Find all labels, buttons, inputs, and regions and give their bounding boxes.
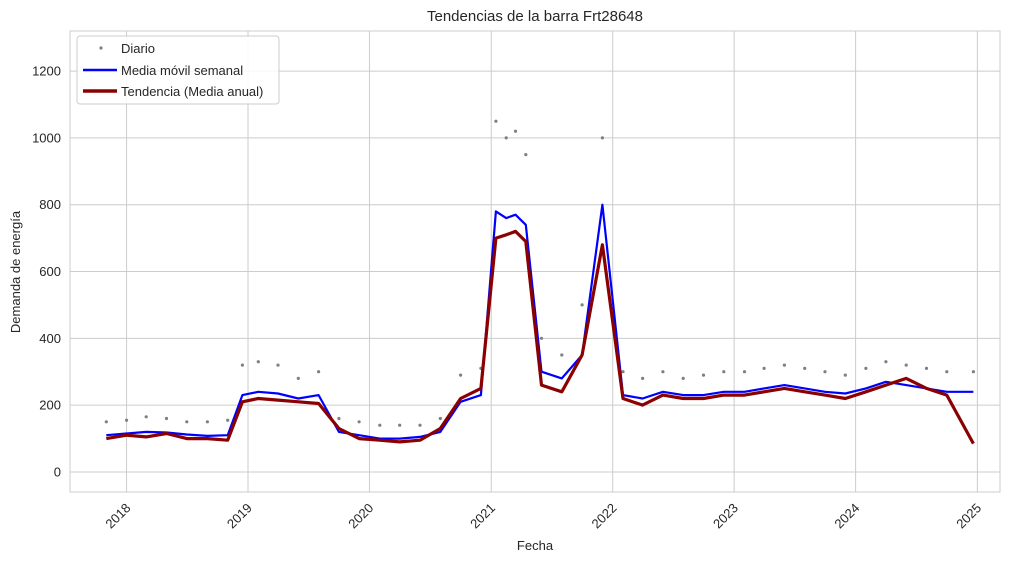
y-tick-label: 400 (39, 331, 61, 346)
daily-point (205, 420, 209, 424)
daily-point (762, 366, 766, 370)
daily-point (398, 423, 402, 427)
daily-point (524, 153, 528, 157)
y-tick-label: 1200 (32, 64, 61, 79)
daily-point (971, 370, 976, 374)
daily-point (641, 376, 645, 380)
legend-label-trend: Tendencia (Media anual) (121, 84, 263, 99)
daily-point (621, 370, 625, 374)
daily-point (513, 129, 518, 133)
y-axis-title: Demanda de energía (8, 210, 23, 333)
daily-point (803, 366, 807, 370)
y-tick-label: 1000 (32, 130, 61, 145)
daily-point (823, 370, 827, 374)
daily-point (843, 373, 847, 377)
daily-point (782, 363, 787, 367)
daily-point (864, 366, 868, 370)
trend-series (106, 229, 975, 445)
legend-box (76, 35, 280, 105)
daily-point (945, 370, 949, 374)
daily-point (357, 420, 361, 424)
y-tick-label: 600 (39, 264, 61, 279)
daily-point (681, 376, 685, 380)
daily-point (256, 360, 260, 364)
daily-point (884, 360, 888, 364)
annual-trend-line (106, 229, 975, 445)
daily-point (701, 373, 706, 377)
y-tick-label: 0 (54, 464, 61, 479)
daily-point (144, 415, 148, 419)
daily-point (104, 420, 108, 424)
daily-point (164, 416, 169, 421)
daily-point (296, 376, 300, 380)
y-axis-ticks: 0 200 400 600 800 1000 1200 (32, 64, 61, 480)
legend-label-daily: Diario (121, 41, 155, 56)
daily-point (240, 363, 244, 367)
daily-point (580, 303, 584, 307)
daily-point (494, 119, 498, 123)
daily-point (317, 370, 321, 374)
daily-point (742, 370, 747, 374)
daily-point (226, 418, 230, 422)
daily-point (378, 423, 382, 427)
daily-point (276, 363, 280, 367)
daily-point (459, 373, 463, 377)
legend-marker-daily (99, 46, 103, 50)
daily-point (539, 336, 544, 340)
daily-point (661, 370, 665, 374)
daily-point (125, 418, 129, 422)
y-tick-label: 800 (39, 197, 61, 212)
daily-point (722, 370, 726, 374)
daily-point (418, 423, 422, 427)
plot-frame (69, 30, 1001, 493)
daily-point (438, 416, 442, 421)
daily-point (904, 363, 908, 367)
daily-point (560, 353, 564, 357)
x-axis-title: Fecha (517, 538, 554, 553)
legend-label-weekly: Media móvil semanal (121, 63, 243, 78)
y-tick-label: 200 (39, 398, 61, 413)
daily-point (337, 416, 341, 421)
daily-point (600, 136, 605, 140)
daily-point (185, 420, 189, 424)
weekly-average-line (106, 203, 974, 440)
weekly-series (106, 203, 974, 440)
daily-point (924, 366, 929, 370)
daily-point (504, 136, 508, 140)
chart-title: Tendencias de la barra Frt28648 (427, 8, 643, 25)
legend: Diario Media móvil semanal Tendencia (Me… (76, 35, 280, 105)
